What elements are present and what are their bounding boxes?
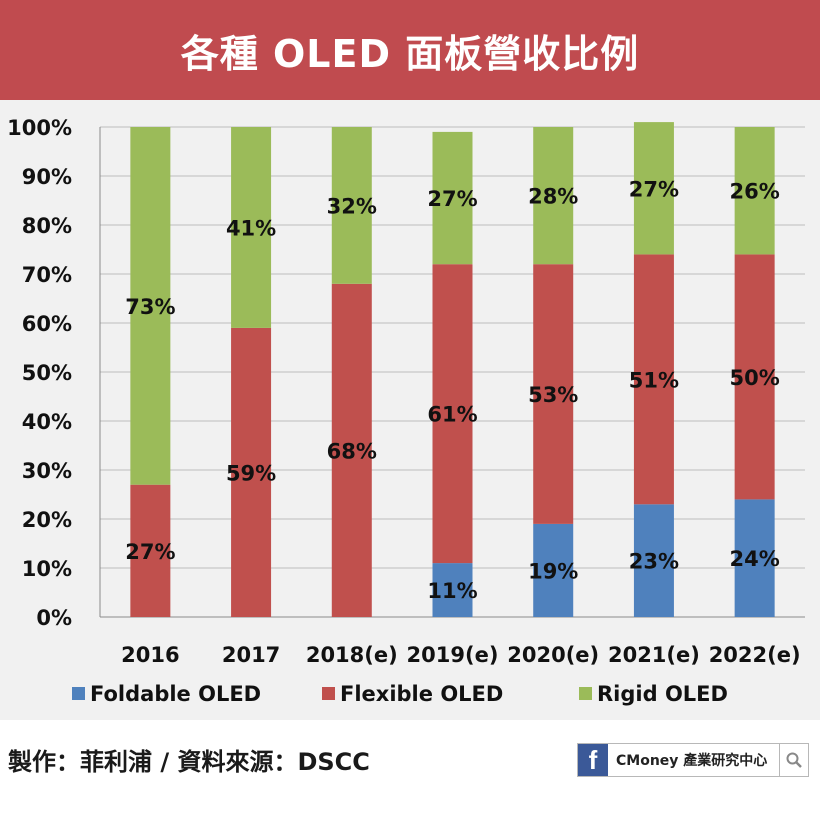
legend-swatch xyxy=(72,687,85,700)
bar-segment xyxy=(533,127,574,265)
x-tick-label: 2018(e) xyxy=(306,643,398,667)
y-tick-label: 10% xyxy=(22,557,72,581)
legend-swatch xyxy=(322,687,335,700)
facebook-icon: f xyxy=(578,744,608,776)
bar-segment xyxy=(130,127,171,485)
legend-label: Rigid OLED xyxy=(597,682,728,706)
data-label: 27% xyxy=(125,540,175,564)
data-label: 19% xyxy=(528,559,578,583)
x-tick-label: 2019(e) xyxy=(407,643,499,667)
bar-segment xyxy=(734,127,775,255)
bar-segment xyxy=(533,523,574,617)
x-tick-label: 2017 xyxy=(222,643,280,667)
data-label: 11% xyxy=(427,579,477,603)
y-tick-label: 40% xyxy=(22,410,72,434)
bar-segment xyxy=(432,131,473,265)
bar-segment xyxy=(734,254,775,500)
data-label: 26% xyxy=(730,180,780,204)
bar-segment xyxy=(734,499,775,617)
bar-segment xyxy=(533,264,574,524)
y-tick-label: 30% xyxy=(22,459,72,483)
bar-segment xyxy=(432,264,473,564)
legend-label: Foldable OLED xyxy=(90,682,261,706)
y-tick-label: 90% xyxy=(22,165,72,189)
badge-text: CMoney 產業研究中心 xyxy=(616,753,768,769)
y-tick-label: 60% xyxy=(22,312,72,336)
stacked-bar-chart: 0% 10% 20% 30% 40% 50% 60% 70% 80% 90% 100% 27% 73% 2… xyxy=(7,116,805,706)
data-label: 24% xyxy=(730,547,780,571)
bar-segment xyxy=(231,327,272,617)
data-label: 28% xyxy=(528,185,578,209)
y-tick-label: 50% xyxy=(22,361,72,385)
data-label: 27% xyxy=(427,187,477,211)
chart-title: 各種 OLED 面板營收比例 xyxy=(180,31,640,76)
y-tick-label: 100% xyxy=(7,116,72,140)
y-tick-label: 80% xyxy=(22,214,72,238)
credit-text: 製作：菲利浦 / 資料來源：DSCC xyxy=(8,748,370,776)
bar-segment xyxy=(633,504,674,617)
x-tick-label: 2020(e) xyxy=(507,643,599,667)
title-bar: 各種 OLED 面板營收比例 xyxy=(0,0,820,100)
data-label: 41% xyxy=(226,216,276,240)
search-icon[interactable] xyxy=(779,744,808,776)
bar-segment xyxy=(231,127,272,328)
data-label: 27% xyxy=(629,177,679,201)
bar-segment xyxy=(331,127,372,284)
x-tick-label: 2016 xyxy=(121,643,179,667)
data-label: 32% xyxy=(327,194,377,218)
data-label: 51% xyxy=(629,368,679,392)
cmoney-badge[interactable]: f CMoney 產業研究中心 xyxy=(577,743,809,777)
bar-segment xyxy=(633,122,674,255)
bar-segment xyxy=(633,254,674,505)
data-label: 50% xyxy=(730,366,780,390)
data-label: 23% xyxy=(629,550,679,574)
x-tick-label: 2021(e) xyxy=(608,643,700,667)
data-label: 73% xyxy=(125,295,175,319)
legend-label: Flexible OLED xyxy=(340,682,503,706)
y-tick-label: 70% xyxy=(22,263,72,287)
bar-segment xyxy=(331,283,372,617)
data-label: 61% xyxy=(427,403,477,427)
bar-segment xyxy=(130,484,171,617)
data-label: 68% xyxy=(327,439,377,463)
x-tick-label: 2022(e) xyxy=(709,643,801,667)
legend-swatch xyxy=(579,687,592,700)
bar-segment xyxy=(432,563,473,617)
chart-panel: 0% 10% 20% 30% 40% 50% 60% 70% 80% 90% 100% 27% 73% 2… xyxy=(0,100,820,720)
data-label: 59% xyxy=(226,461,276,485)
y-tick-label: 20% xyxy=(22,508,72,532)
data-label: 53% xyxy=(528,383,578,407)
y-tick-label: 0% xyxy=(36,606,72,630)
